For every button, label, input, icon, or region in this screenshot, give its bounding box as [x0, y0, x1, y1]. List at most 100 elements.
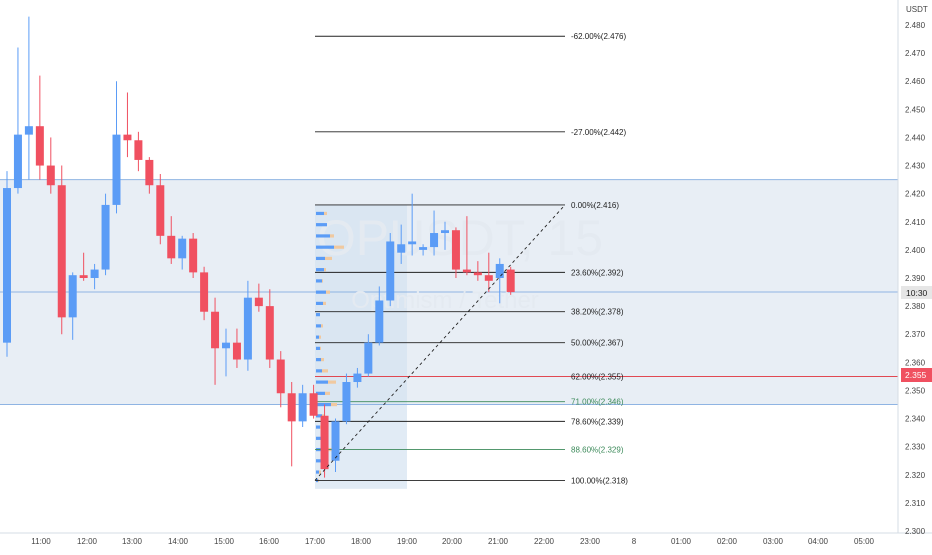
time-axis-panel[interactable] [0, 533, 932, 550]
candle-body [3, 188, 11, 343]
candle-body [13, 134, 22, 189]
volume-profile-bar [316, 313, 320, 317]
volume-profile-bar [316, 346, 320, 350]
fibonacci-retracement[interactable]: -62.00%(2.476) -27.00%(2.442) 0.00%(2.416)… [315, 32, 898, 485]
candle-body [200, 272, 209, 312]
candle-body [375, 300, 384, 343]
time-tick-label: 20:00 [442, 537, 463, 546]
time-tick-label: 18:00 [351, 537, 372, 546]
volume-profile-bar [328, 380, 336, 384]
trend-line[interactable] [314, 204, 566, 481]
candle-body [397, 244, 406, 253]
volume-profile-bar [334, 245, 344, 249]
fib-level-label: 62.00%(2.355) [571, 372, 624, 381]
price-tick-label: 2.320 [905, 471, 926, 480]
price-tick-label: 2.470 [905, 49, 926, 58]
candle-body [265, 306, 274, 360]
price-tick-label: 2.460 [905, 77, 926, 86]
fib-level-label: -27.00%(2.442) [571, 128, 626, 137]
fib-level-label: 71.00%(2.346) [571, 398, 624, 407]
candle-body [57, 185, 66, 318]
price-tick-label: 2.350 [905, 386, 926, 395]
volume-profile-bar [316, 403, 331, 407]
volume-profile-bar [319, 335, 321, 339]
price-tick-label: 2.410 [905, 218, 926, 227]
candle-body [276, 359, 285, 394]
candle-body [353, 373, 362, 383]
fib-trend-line [314, 204, 566, 481]
candle-body [232, 342, 241, 360]
price-tick-label: 2.480 [905, 21, 926, 30]
candle-body [35, 126, 44, 166]
candle-body [134, 140, 143, 160]
price-tick-label: 2.400 [905, 246, 926, 255]
symbol-watermark: OPUSDT, 15 Optimism / Tether [317, 210, 603, 314]
candle-body [243, 297, 252, 360]
candle-body [495, 263, 504, 278]
time-axis-ticks: 11:00 12:00 13:00 14:00 15:00 16:00 17:00 18:00… [31, 537, 874, 546]
volume-profile-bar [320, 346, 321, 350]
volume-profile-bar [316, 279, 322, 283]
fib-level-label: 88.60%(2.329) [571, 445, 624, 454]
fib-level-label: 78.60%(2.339) [571, 417, 624, 426]
candle-body [320, 415, 329, 470]
candle-body [506, 269, 515, 293]
candle-body [68, 275, 77, 318]
candle-body [451, 230, 460, 270]
volume-profile-bar [316, 324, 321, 328]
volume-profile-bar [325, 391, 330, 395]
current-price-label: 2.355 [905, 370, 927, 380]
candle-body [298, 393, 307, 422]
candle-body [178, 238, 187, 259]
volume-profile-bar [316, 234, 330, 238]
time-tick-label: 04:00 [808, 537, 829, 546]
volume-profile-bar [326, 290, 330, 294]
time-tick-label: 03:00 [763, 537, 784, 546]
price-tick-label: 2.310 [905, 499, 926, 508]
time-tick-label: 16:00 [259, 537, 280, 546]
candle-body [123, 134, 132, 141]
candle-body [90, 269, 99, 278]
time-tick-label: 05:00 [854, 537, 875, 546]
candle-body [211, 311, 220, 349]
volume-profile-bar [316, 380, 328, 384]
candle-body [484, 275, 493, 281]
volume-profile-bar [321, 358, 324, 362]
volume-profile-bar [316, 459, 321, 463]
time-tick-label: 22:00 [534, 537, 555, 546]
volume-profile-bar [330, 234, 334, 238]
candle-body [430, 233, 439, 248]
candle-body [331, 421, 340, 461]
price-tick-label: 2.430 [905, 162, 926, 171]
candle-body [46, 165, 55, 186]
volume-profile-bar [316, 358, 321, 362]
price-tick-label: 2.390 [905, 274, 926, 283]
fib-level-label: 38.20%(2.378) [571, 308, 624, 317]
volume-profile-bar [324, 268, 326, 272]
time-tick-label: 02:00 [717, 537, 738, 546]
time-tick-label: 13:00 [122, 537, 143, 546]
candle-body [473, 272, 482, 276]
time-tick-label: 11:00 [31, 537, 51, 546]
price-axis-panel[interactable] [898, 0, 932, 550]
current-price-badge [901, 368, 932, 382]
candle-body [222, 342, 230, 349]
candle-body [101, 204, 110, 270]
volume-profile-bar [320, 425, 321, 429]
volume-profile-bar [319, 470, 321, 474]
price-tick-label: 2.440 [905, 133, 926, 142]
volume-profile-bar [316, 436, 323, 440]
price-tick-label: 2.370 [905, 330, 926, 339]
time-tick-label: 12:00 [77, 537, 98, 546]
volume-profile-bar [316, 290, 326, 294]
candle-body [364, 342, 373, 374]
volume-profile-bar [331, 403, 337, 407]
candles[interactable] [3, 16, 515, 478]
fib-level-label: 100.00%(2.318) [571, 476, 628, 485]
price-badges: 10:30 2.355 [901, 286, 932, 382]
time-tick-label: 17:00 [305, 537, 326, 546]
fib-level-label: -62.00%(2.476) [571, 32, 626, 41]
